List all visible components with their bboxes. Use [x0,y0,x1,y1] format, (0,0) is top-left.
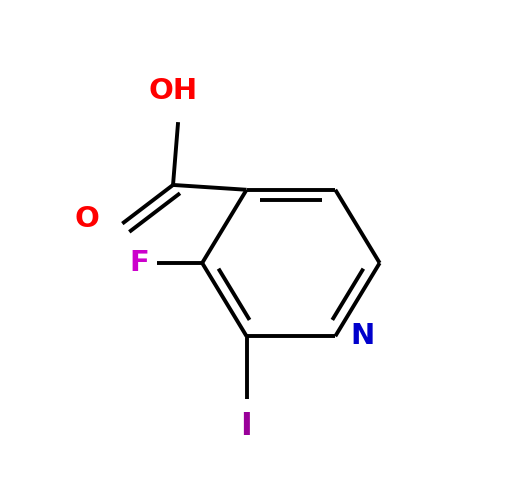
Text: F: F [129,249,149,277]
Text: N: N [351,322,375,350]
Text: I: I [241,411,253,442]
Text: O: O [75,205,100,233]
Text: OH: OH [148,77,197,105]
